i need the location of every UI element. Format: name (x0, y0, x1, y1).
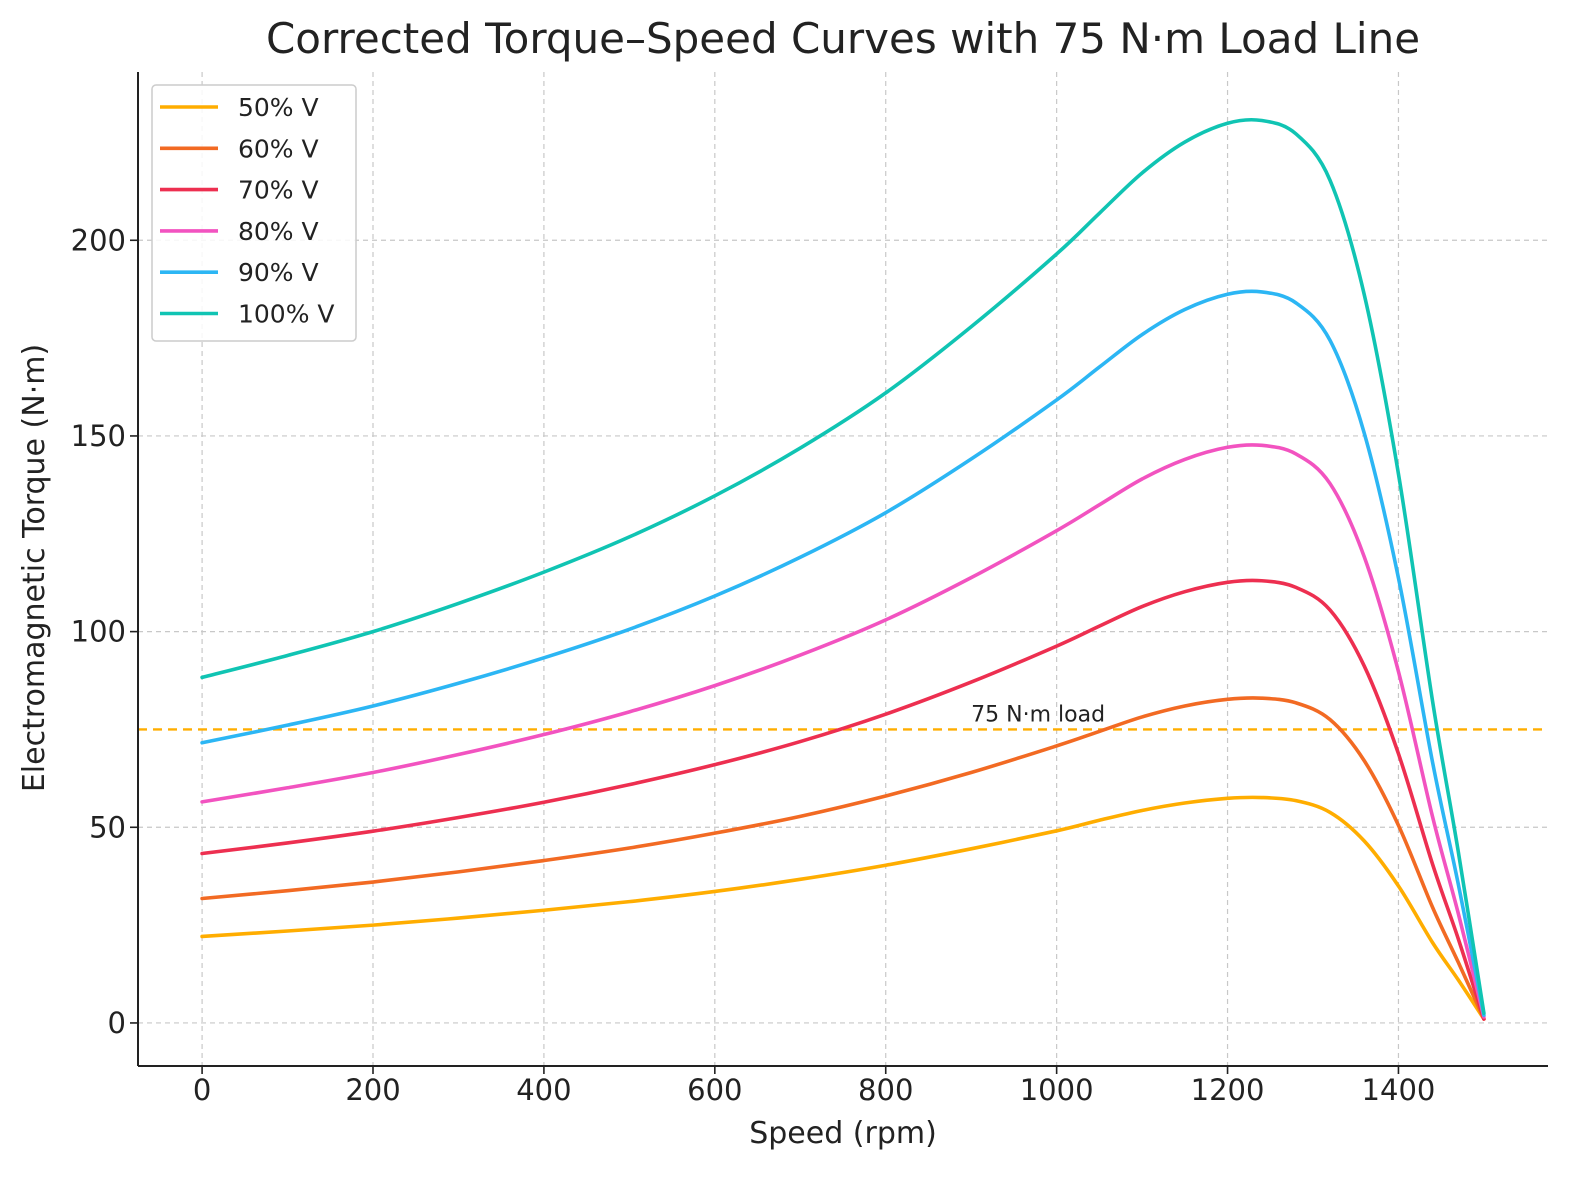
legend-items: 50% V 60% V 70% V 80% V 90% V 100% V (160, 93, 335, 329)
load-line-label: 75 N·m load (971, 702, 1105, 727)
series-line-100v (200, 117, 1486, 1015)
y-tick-label: 100 (71, 615, 126, 649)
x-tick-label: 0 (193, 1073, 211, 1107)
y-tick-label: 50 (89, 810, 126, 844)
y-tick-label: 200 (71, 223, 126, 257)
legend: 50% V 60% V 70% V 80% V 90% V 100% V (151, 84, 357, 342)
x-tick-layer: 0 200 400 600 800 1000 1200 1400 (193, 1066, 1435, 1107)
x-tick-label: 1200 (1191, 1073, 1265, 1107)
series-line-60v (200, 696, 1486, 1021)
y-tick-label: 150 (71, 419, 126, 453)
x-tick-label: 200 (345, 1073, 400, 1107)
series-line-80v (200, 443, 1486, 1019)
y-tick-label: 0 (108, 1006, 126, 1040)
legend-label: 50% V (238, 93, 319, 122)
x-tick-label: 800 (858, 1073, 913, 1107)
x-tick-label: 1400 (1362, 1073, 1436, 1107)
legend-label: 100% V (238, 300, 335, 329)
legend-label: 60% V (238, 134, 319, 163)
series-line-70v (200, 578, 1486, 1021)
x-tick-label: 1000 (1020, 1073, 1094, 1107)
y-tick-layer: 0 50 100 150 200 (71, 223, 138, 1040)
x-axis-label: Speed (rpm) (749, 1116, 937, 1151)
series-layer (200, 117, 1486, 1021)
series-line-90v (200, 289, 1486, 1017)
legend-label: 90% V (238, 258, 319, 287)
legend-label: 70% V (238, 176, 319, 205)
chart-title: Corrected Torque–Speed Curves with 75 N·… (266, 14, 1420, 63)
x-tick-label: 600 (687, 1073, 742, 1107)
y-axis-label: Electromagnetic Torque (N·m) (17, 344, 52, 792)
legend-label: 80% V (238, 217, 319, 246)
series-line-50v (200, 795, 1486, 1021)
x-tick-label: 400 (516, 1073, 571, 1107)
